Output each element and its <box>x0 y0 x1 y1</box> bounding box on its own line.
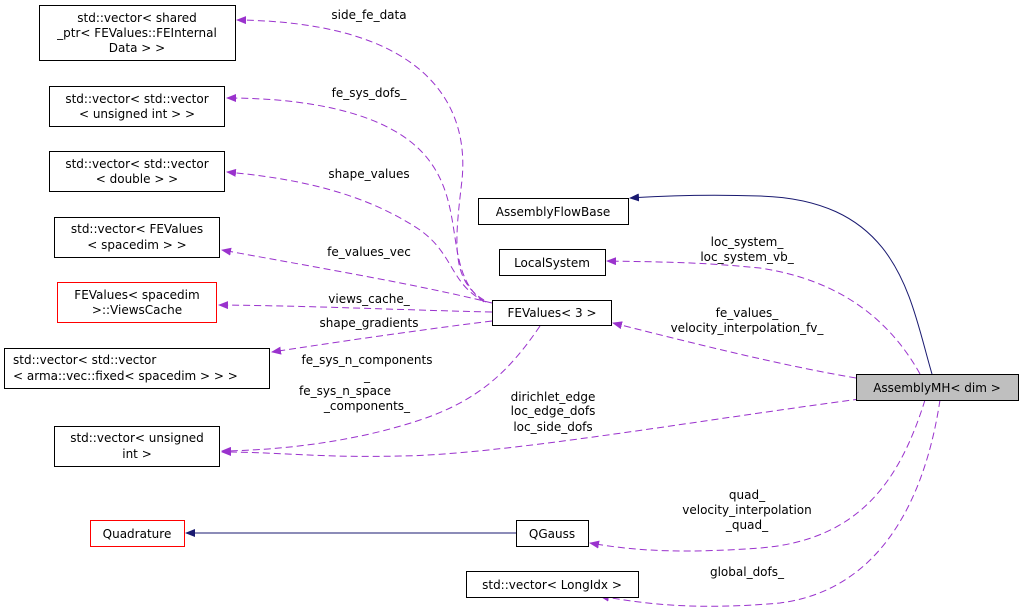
label-global-dofs: global_dofs_ <box>710 565 785 579</box>
label-dofs-2: loc_edge_dofs <box>511 404 596 418</box>
node-text: _ptr< FEValues::FEInternal <box>56 26 217 40</box>
node-text: LocalSystem <box>514 256 590 270</box>
label-fe-sys-dofs: fe_sys_dofs_ <box>332 86 408 100</box>
edge-side-fe-data <box>236 16 485 301</box>
node-text: std::vector< std::vector <box>65 157 208 171</box>
node-assembly-flow-base[interactable]: AssemblyFlowBase <box>478 198 629 225</box>
label-fe-values-2: velocity_interpolation_fv_ <box>671 321 825 335</box>
edge-fe-sys-n <box>221 325 541 455</box>
label-fe-values-vec: fe_values_vec <box>327 245 411 259</box>
edges <box>185 16 941 607</box>
node-text: >::ViewsCache <box>92 303 182 317</box>
node-vector-longidx[interactable]: std::vector< LongIdx > <box>466 571 639 598</box>
node-text: < unsigned int > > <box>79 107 195 121</box>
node-quadrature[interactable]: Quadrature <box>90 520 185 547</box>
node-vector-vector-double[interactable]: std::vector< std::vector < double > > <box>49 151 225 192</box>
label-fe-sys-n-3: fe_sys_n_space <box>299 384 391 398</box>
label-loc-system-1: loc_system_ <box>711 235 785 249</box>
node-qgauss[interactable]: QGauss <box>516 520 589 547</box>
label-dofs-1: dirichlet_edge <box>511 390 596 404</box>
label-quad-2: velocity_interpolation <box>682 503 812 517</box>
label-fe-sys-n-1: fe_sys_n_components <box>302 353 433 367</box>
edge-labels: side_fe_data fe_sys_dofs_ shape_values f… <box>299 8 824 579</box>
node-vector-vector-arma[interactable]: std::vector< std::vector < arma::vec::fi… <box>4 348 270 389</box>
node-text: < double > > <box>96 172 179 186</box>
label-loc-system-2: loc_system_vb_ <box>700 250 794 264</box>
node-text: int > <box>122 447 152 461</box>
nodes: std::vector< shared _ptr< FEValues::FEIn… <box>4 5 1019 598</box>
node-text: std::vector< FEValues <box>71 222 203 236</box>
edge-dofs <box>221 398 861 457</box>
edge-shape-gradients <box>271 320 493 355</box>
node-vector-fevalues[interactable]: std::vector< FEValues < spacedim > > <box>54 217 220 258</box>
edge-shape-values <box>226 168 487 303</box>
edge-quad <box>589 399 926 552</box>
label-dofs-3: loc_side_dofs <box>513 420 592 434</box>
edge-loc-system <box>606 257 921 375</box>
node-text: < arma::vec::fixed< spacedim > > > <box>13 369 238 383</box>
node-text: std::vector< std::vector <box>65 92 208 106</box>
node-text: std::vector< unsigned <box>70 431 204 445</box>
node-local-system[interactable]: LocalSystem <box>499 249 606 276</box>
node-views-cache[interactable]: FEValues< spacedim >::ViewsCache <box>57 282 217 323</box>
label-quad-3: _quad_ <box>725 518 769 532</box>
node-text: std::vector< shared <box>77 11 196 25</box>
node-shared-ptr-vector[interactable]: std::vector< shared _ptr< FEValues::FEIn… <box>39 5 236 61</box>
edge-global-dofs <box>599 399 941 607</box>
node-text: std::vector< LongIdx > <box>482 578 622 592</box>
label-shape-values: shape_values <box>328 167 409 181</box>
label-quad-1: quad_ <box>729 488 766 502</box>
node-text: Data > > <box>109 41 165 55</box>
node-text: FEValues< 3 > <box>507 306 596 320</box>
node-fevalues-3[interactable]: FEValues< 3 > <box>492 300 612 326</box>
edge-views-cache <box>218 301 493 313</box>
node-text: QGauss <box>529 527 575 541</box>
edge-fe-sys-dofs <box>226 94 485 303</box>
label-side-fe-data: side_fe_data <box>331 8 406 22</box>
node-vector-uint[interactable]: std::vector< unsigned int > <box>54 426 220 467</box>
label-fe-sys-n-2: _ <box>363 369 371 383</box>
node-assembly-mh: AssemblyMH< dim > <box>856 374 1019 401</box>
node-text: AssemblyFlowBase <box>496 205 610 219</box>
node-text: < spacedim > > <box>87 238 186 252</box>
node-text: Quadrature <box>103 527 172 541</box>
label-fe-values-1: fe_values_ <box>716 306 780 320</box>
edge-inherit-flow-base <box>629 193 933 375</box>
node-text: AssemblyMH< dim > <box>873 381 1001 395</box>
node-text: FEValues< spacedim <box>74 288 199 302</box>
edge-fe-values-vec <box>221 247 493 304</box>
node-vector-vector-uint[interactable]: std::vector< std::vector < unsigned int … <box>49 86 225 127</box>
label-fe-sys-n-4: _components_ <box>323 399 411 413</box>
label-shape-gradients: shape_gradients <box>319 316 418 330</box>
node-text: std::vector< std::vector <box>13 353 156 367</box>
label-views-cache: views_cache_ <box>328 292 410 306</box>
